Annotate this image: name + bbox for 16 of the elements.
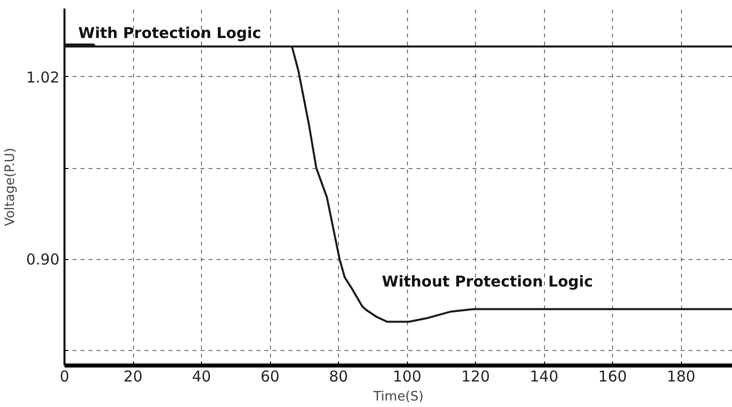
y-axis-title: Voltage(P.U) [3, 148, 18, 226]
x-tick-label: 80 [329, 368, 348, 386]
annotation: Without Protection Logic [382, 272, 593, 290]
y-tick-label: 1.02 [26, 68, 60, 86]
x-tick-label: 60 [260, 368, 280, 386]
x-axis-title: Time(S) [372, 390, 424, 404]
x-tick-label: 140 [530, 368, 558, 386]
annotation: With Protection Logic [78, 24, 262, 42]
x-tick-label: 180 [666, 368, 696, 386]
x-tick-label: 100 [392, 368, 422, 386]
x-tick-label: 160 [598, 368, 627, 386]
x-tick-label: 20 [123, 368, 143, 386]
y-tick-label: 0.90 [26, 250, 60, 269]
x-tick-label: 0 [60, 368, 70, 386]
x-tick-label: 120 [461, 368, 490, 386]
x-tick-label: 40 [192, 368, 212, 386]
